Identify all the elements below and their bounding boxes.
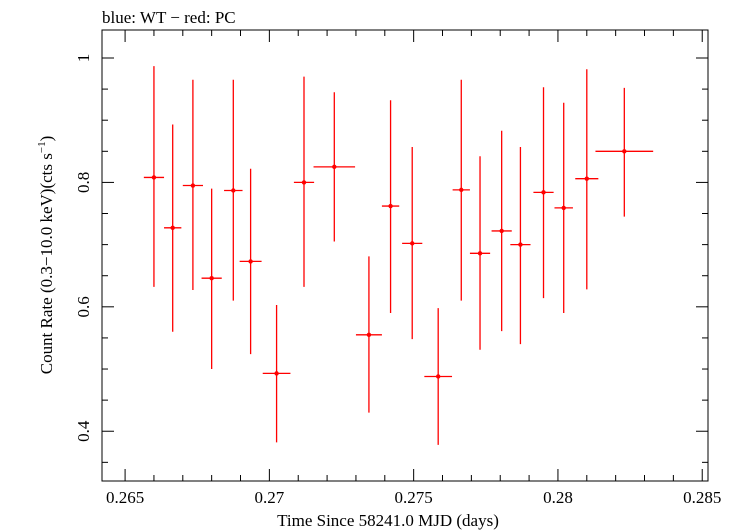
- x-tick-label: 0.28: [543, 488, 573, 507]
- x-tick-label: 0.265: [106, 488, 144, 507]
- x-axis-label: Time Since 58241.0 MJD (days): [277, 511, 499, 530]
- point-marker: [459, 187, 464, 193]
- point-marker: [622, 149, 627, 154]
- x-tick-labels: 0.265 0.27 0.275 0.28 0.285: [106, 488, 721, 507]
- point-marker: [231, 188, 236, 193]
- chart-title: blue: WT − red: PC: [102, 8, 236, 27]
- data-point: [313, 92, 356, 242]
- point-marker: [499, 228, 504, 234]
- point-marker: [388, 203, 393, 209]
- data-point: [469, 156, 491, 350]
- data-point: [381, 100, 400, 314]
- point-marker: [561, 205, 566, 211]
- point-marker: [435, 374, 441, 379]
- data-point: [452, 79, 470, 301]
- x-tick-label: 0.275: [395, 488, 433, 507]
- y-axis-label: Count Rate (0.3−10.0 keV)(cts s−1): [36, 136, 56, 375]
- y-tick-label: 0.6: [74, 296, 93, 317]
- data-point: [262, 304, 291, 443]
- data-point: [575, 69, 599, 290]
- point-marker: [541, 190, 546, 195]
- y-axis-label-main: Count Rate (0.3−10.0 keV)(cts s: [37, 153, 56, 374]
- y-axis-label-sup: −1: [36, 141, 48, 153]
- point-marker: [366, 332, 372, 338]
- x-tick-label: 0.27: [254, 488, 284, 507]
- data-point: [182, 79, 203, 291]
- y-tick-label: 1: [74, 54, 93, 63]
- data-point: [510, 146, 531, 345]
- point-marker: [248, 259, 253, 264]
- data-point: [164, 124, 182, 332]
- y-tick-labels: 0.4 0.6 0.8 1: [74, 54, 93, 442]
- data-point: [554, 102, 573, 314]
- point-marker: [477, 251, 483, 256]
- data-point: [424, 308, 453, 445]
- point-marker: [190, 183, 196, 188]
- data-point: [491, 130, 512, 332]
- point-marker: [410, 241, 415, 246]
- x-tick-label: 0.285: [683, 488, 721, 507]
- data-point: [533, 87, 554, 299]
- y-tick-label: 0.8: [74, 172, 93, 193]
- data-point: [239, 168, 262, 355]
- point-marker: [151, 175, 157, 180]
- point-marker: [274, 371, 279, 376]
- plot-frame: [101, 29, 709, 482]
- data-point: [355, 256, 382, 413]
- data-series: [143, 66, 654, 445]
- point-marker: [301, 180, 307, 185]
- point-marker: [209, 276, 214, 281]
- axis-ticks: [102, 30, 708, 481]
- point-marker: [584, 176, 589, 181]
- y-tick-label: 0.4: [74, 420, 93, 442]
- data-point: [402, 146, 423, 340]
- point-marker: [332, 164, 337, 170]
- data-point: [224, 79, 243, 301]
- data-point: [143, 66, 165, 287]
- point-marker: [170, 225, 175, 231]
- y-axis-label-close: ): [37, 136, 56, 142]
- data-point: [595, 87, 654, 217]
- point-marker: [518, 242, 523, 247]
- data-point: [201, 188, 222, 370]
- data-point: [293, 76, 315, 287]
